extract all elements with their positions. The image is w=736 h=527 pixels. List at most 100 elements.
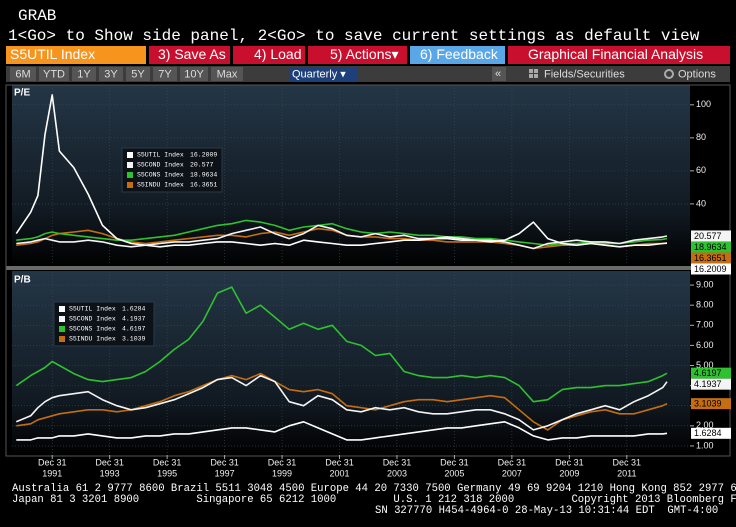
value-tag-label: 16.2009 xyxy=(694,264,727,274)
security-field[interactable] xyxy=(6,46,146,64)
legend-label: S5CONS Index xyxy=(137,172,184,179)
y-tick-label: 6.00 xyxy=(696,340,714,350)
footer-line: Japan 81 3 3201 8900 Singapore 65 6212 1… xyxy=(12,494,736,506)
legend-swatch xyxy=(59,336,65,342)
y-tick-label: 100 xyxy=(696,99,711,109)
legend-box xyxy=(53,301,155,347)
x-tick-label: Dec 31 xyxy=(613,457,642,467)
value-tag xyxy=(691,263,731,275)
legend-label: S5INDU Index xyxy=(137,182,184,189)
value-tag-label: 3.1039 xyxy=(694,399,722,409)
legend-value: 1.6284 xyxy=(122,306,146,313)
grid-icon xyxy=(529,69,538,78)
x-tick-year: 2009 xyxy=(559,468,579,478)
x-tick-label: Dec 31 xyxy=(498,457,527,467)
button[interactable] xyxy=(233,46,305,64)
collapse-label: « xyxy=(495,68,501,80)
x-tick-year: 2003 xyxy=(387,468,407,478)
legend-box xyxy=(121,147,223,193)
value-tag xyxy=(691,241,731,253)
y-tick-label: 1.00 xyxy=(696,440,714,450)
x-tick-year: 1995 xyxy=(157,468,177,478)
y-tick-label: 7.00 xyxy=(696,320,714,330)
x-tick-label: Dec 31 xyxy=(383,457,412,467)
legend-label: S5INDU Index xyxy=(69,336,116,343)
series-line xyxy=(16,420,668,441)
series-line xyxy=(16,224,668,250)
button-label: 5) Actions▾ xyxy=(330,46,399,62)
gear-icon xyxy=(664,69,674,79)
value-tag-label: 4.1937 xyxy=(694,379,722,389)
series-line xyxy=(16,227,668,250)
x-tick-label: Dec 31 xyxy=(210,457,239,467)
period-label: 10Y xyxy=(184,68,204,80)
fields-button[interactable]: Fields/Securities xyxy=(544,68,625,80)
button-label: 3) Save As xyxy=(158,46,226,62)
period-button[interactable] xyxy=(211,67,243,81)
legend-swatch xyxy=(59,316,65,322)
value-tag-label: 16.3651 xyxy=(694,253,727,263)
frequency-dropdown[interactable] xyxy=(289,67,357,81)
period-button[interactable] xyxy=(153,67,177,81)
x-tick-year: 2005 xyxy=(444,468,464,478)
legend-value: 4.6197 xyxy=(122,326,146,333)
legend-label: S5COND Index xyxy=(69,316,116,323)
x-tick-label: Dec 31 xyxy=(440,457,469,467)
legend-swatch xyxy=(59,306,65,312)
period-label: 7Y xyxy=(158,68,172,80)
button[interactable] xyxy=(308,46,407,64)
period-label: 3Y xyxy=(104,68,118,80)
legend-swatch xyxy=(127,182,133,188)
collapse-button[interactable] xyxy=(492,67,506,81)
legend-label: S5CONS Index xyxy=(69,326,116,333)
legend-value: 16.3651 xyxy=(190,182,217,189)
legend-swatch xyxy=(127,172,133,178)
screen-title: GRAB xyxy=(18,7,56,25)
value-tag-label: 4.6197 xyxy=(694,368,722,378)
legend-swatch xyxy=(59,326,65,332)
period-button[interactable] xyxy=(126,67,150,81)
x-tick-year: 2007 xyxy=(502,468,522,478)
period-button[interactable] xyxy=(99,67,123,81)
value-tag xyxy=(691,252,731,264)
period-label: 5Y xyxy=(131,68,145,80)
charts: P/E 40 60 80 100 S5UTIL Index 16.2009 S5COND In… xyxy=(12,85,731,478)
value-tag xyxy=(691,367,731,379)
y-tick-label: 2.00 xyxy=(696,420,714,430)
period-button[interactable] xyxy=(72,67,96,81)
x-tick-year: 2011 xyxy=(617,468,636,478)
legend-label: S5COND Index xyxy=(137,162,184,169)
value-tag xyxy=(691,230,731,242)
instructions: 1<Go> to Show side panel, 2<Go> to save … xyxy=(8,27,700,45)
period-button[interactable] xyxy=(39,67,69,81)
button[interactable] xyxy=(410,46,505,64)
options-button[interactable]: Options xyxy=(678,68,716,80)
period-label: Max xyxy=(217,68,238,80)
x-tick-year: 2001 xyxy=(329,468,349,478)
period-label: 6M xyxy=(15,68,30,80)
button-label: 4) Load xyxy=(254,46,301,62)
x-tick-label: Dec 31 xyxy=(38,457,67,467)
panel-title: P/E xyxy=(14,88,30,99)
button-label: 6) Feedback xyxy=(420,46,499,62)
button[interactable] xyxy=(149,46,230,64)
legend-value: 4.1937 xyxy=(122,316,146,323)
legend-swatch xyxy=(127,162,133,168)
period-button[interactable] xyxy=(10,67,36,81)
y-tick-label: 9.00 xyxy=(696,279,714,289)
value-tag-label: 20.577 xyxy=(694,231,722,241)
x-tick-year: 1993 xyxy=(100,468,120,478)
y-tick-label: 40 xyxy=(696,198,706,208)
period-buttons: 6M YTD 1Y 3Y 5Y 7Y 10Y Max xyxy=(10,67,243,81)
legend-value: 16.2009 xyxy=(190,152,217,159)
plot-panel xyxy=(12,85,690,266)
legend-label: S5UTIL Index xyxy=(137,152,184,159)
panel-title: P/B xyxy=(14,275,31,286)
x-tick-label: Dec 31 xyxy=(95,457,124,467)
series-line xyxy=(15,374,668,431)
period-button[interactable] xyxy=(180,67,208,81)
series-line xyxy=(15,94,668,248)
footer-line: SN 327770 H454-4964-0 28-May-13 10:31:44… xyxy=(375,505,718,517)
function-title-bar xyxy=(508,46,730,64)
